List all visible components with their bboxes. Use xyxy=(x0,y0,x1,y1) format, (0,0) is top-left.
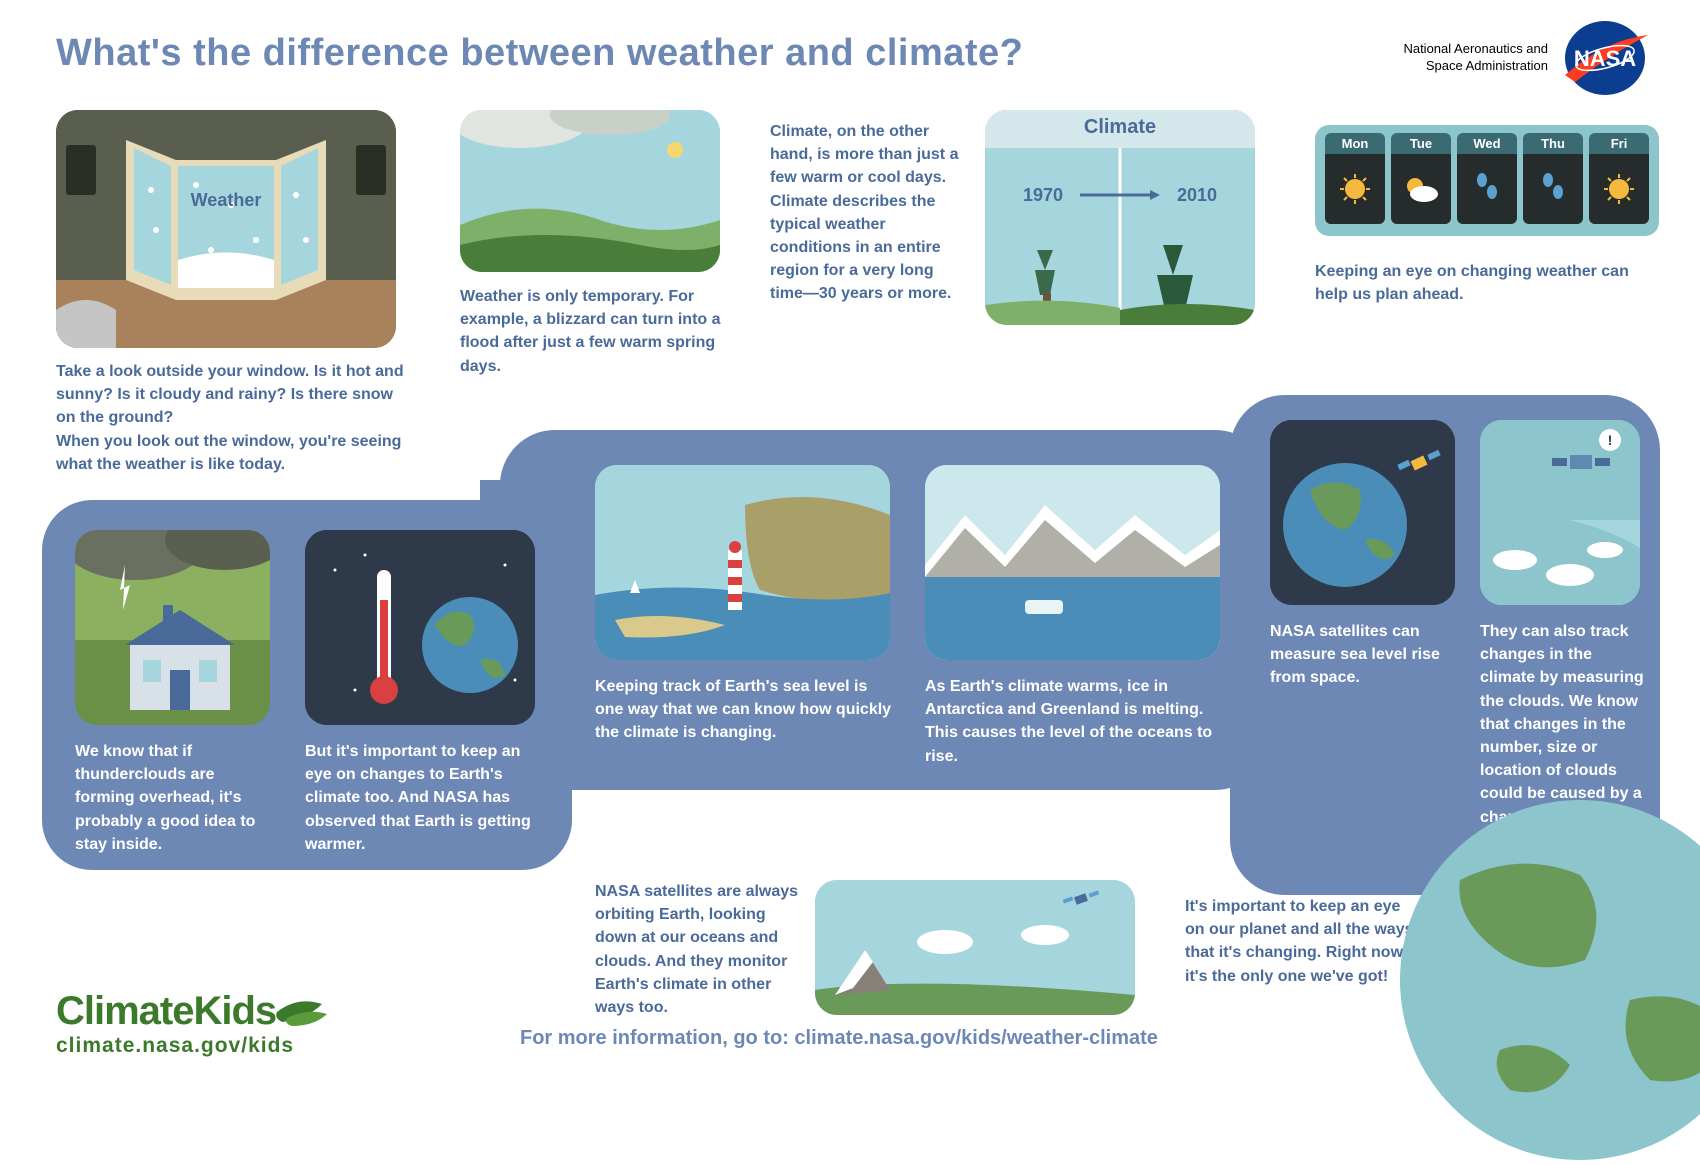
page-title: What's the difference between weather an… xyxy=(56,32,1023,75)
caption-window: Take a look outside your window. Is it h… xyxy=(56,360,406,476)
caption-temporary: Weather is only temporary. For example, … xyxy=(460,285,730,378)
climate-year-b: 2010 xyxy=(1177,185,1217,206)
caption-forecast: Keeping an eye on changing weather can h… xyxy=(1315,260,1645,306)
forecast-day: Thu xyxy=(1523,133,1583,224)
svg-text:NASA: NASA xyxy=(1574,46,1636,71)
nasa-line1: National Aeronautics and xyxy=(1403,41,1548,58)
card-thunder xyxy=(75,530,270,725)
forecast-strip: Mon Tue Wed Thu Fri xyxy=(1315,125,1659,236)
caption-thermometer: But it's important to keep an eye on cha… xyxy=(305,740,540,856)
brand-url: climate.nasa.gov/kids xyxy=(56,1034,332,1058)
forecast-day: Mon xyxy=(1325,133,1385,224)
card-sealevel xyxy=(595,465,890,660)
partly-cloudy-icon xyxy=(1391,154,1451,224)
forecast-day-label: Thu xyxy=(1523,133,1583,154)
window-label: Weather xyxy=(56,190,396,211)
caption-sat-sea: NASA satellites can measure sea level ri… xyxy=(1270,620,1465,690)
forecast-day: Tue xyxy=(1391,133,1451,224)
card-climate-panel: Climate 1970 2010 xyxy=(985,110,1255,325)
brand-name: ClimateKids xyxy=(56,989,276,1034)
footer-brand: ClimateKids climate.nasa.gov/kids xyxy=(56,989,332,1058)
earth-corner-icon xyxy=(1400,800,1700,1160)
leaf-icon xyxy=(272,994,332,1030)
card-window: Weather xyxy=(56,110,396,348)
climate-year-a: 1970 xyxy=(1023,185,1063,206)
caption-sat-orbit: NASA satellites are always orbiting Eart… xyxy=(595,880,800,1019)
nasa-line2: Space Administration xyxy=(1403,58,1548,75)
forecast-day: Wed xyxy=(1457,133,1517,224)
forecast-day: Fri xyxy=(1589,133,1649,224)
rain-icon xyxy=(1523,154,1583,224)
sun-icon xyxy=(1325,154,1385,224)
forecast-day-label: Tue xyxy=(1391,133,1451,154)
caption-ice: As Earth's climate warms, ice in Antarct… xyxy=(925,675,1225,768)
card-thermometer xyxy=(305,530,535,725)
card-sat-sea xyxy=(1270,420,1455,605)
caption-closing: It's important to keep an eye on our pla… xyxy=(1185,895,1420,988)
nasa-attribution: National Aeronautics and Space Administr… xyxy=(1403,20,1650,95)
caption-sealevel: Keeping track of Earth's sea level is on… xyxy=(595,675,895,745)
caption-climate-text: Climate, on the other hand, is more than… xyxy=(770,120,965,306)
card-temporary xyxy=(460,110,720,272)
forecast-day-label: Fri xyxy=(1589,133,1649,154)
sun-icon xyxy=(1589,154,1649,224)
climate-panel-title: Climate xyxy=(985,116,1255,139)
card-sat-orbit xyxy=(815,880,1135,1015)
forecast-day-label: Wed xyxy=(1457,133,1517,154)
footer-more-info: For more information, go to: climate.nas… xyxy=(520,1027,1158,1050)
svg-text:!: ! xyxy=(1608,432,1613,448)
nasa-text: National Aeronautics and Space Administr… xyxy=(1403,41,1548,75)
caption-thunder: We know that if thunderclouds are formin… xyxy=(75,740,270,856)
nasa-logo-icon: NASA xyxy=(1560,20,1650,95)
forecast-day-label: Mon xyxy=(1325,133,1385,154)
card-ice xyxy=(925,465,1220,660)
card-sat-cloud: ! xyxy=(1480,420,1640,605)
rain-icon xyxy=(1457,154,1517,224)
